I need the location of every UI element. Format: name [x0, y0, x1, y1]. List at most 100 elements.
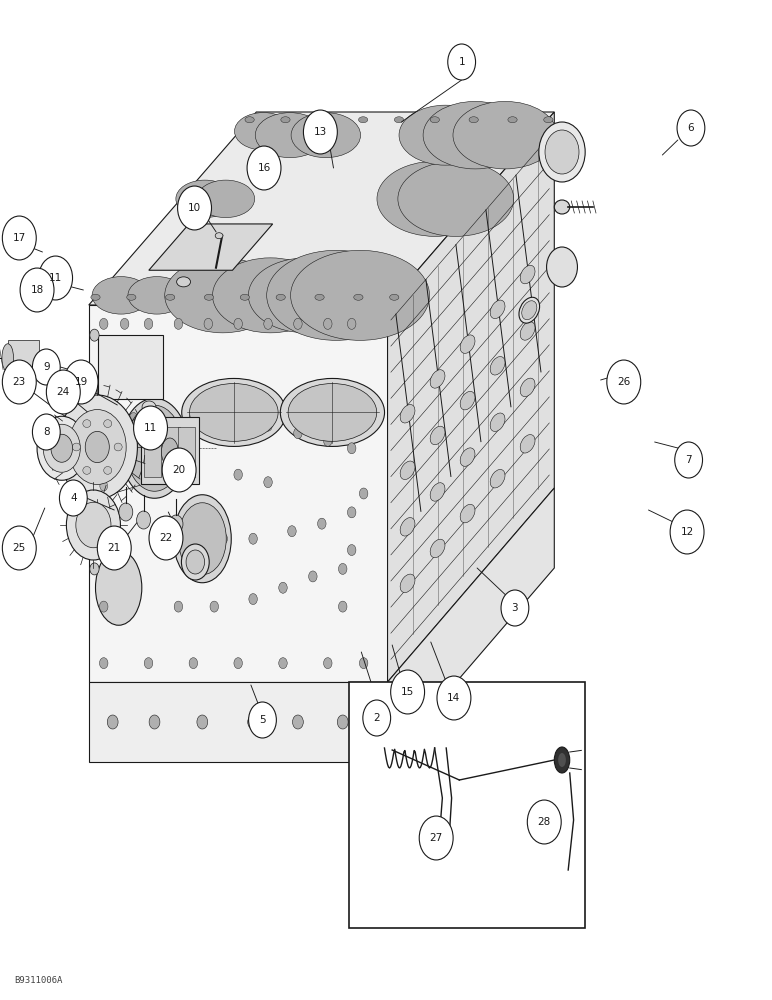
Ellipse shape — [347, 507, 356, 518]
Ellipse shape — [234, 469, 242, 480]
Ellipse shape — [215, 233, 223, 239]
Ellipse shape — [266, 250, 405, 340]
Ellipse shape — [281, 117, 290, 123]
Ellipse shape — [248, 715, 259, 729]
Ellipse shape — [120, 398, 188, 498]
Circle shape — [32, 414, 60, 450]
Ellipse shape — [197, 715, 208, 729]
Text: 18: 18 — [30, 285, 44, 295]
Ellipse shape — [323, 318, 332, 329]
Ellipse shape — [430, 370, 445, 388]
Ellipse shape — [100, 488, 108, 499]
Ellipse shape — [235, 113, 293, 150]
Ellipse shape — [280, 378, 384, 446]
Ellipse shape — [97, 478, 110, 494]
Ellipse shape — [554, 747, 570, 773]
Ellipse shape — [354, 294, 363, 300]
Ellipse shape — [399, 105, 492, 165]
Ellipse shape — [83, 467, 91, 474]
Ellipse shape — [83, 420, 91, 427]
Ellipse shape — [290, 250, 429, 340]
Ellipse shape — [360, 658, 368, 669]
Ellipse shape — [347, 545, 356, 556]
Ellipse shape — [288, 526, 296, 537]
Text: 24: 24 — [56, 387, 70, 397]
Circle shape — [134, 406, 168, 450]
Ellipse shape — [490, 413, 505, 431]
Ellipse shape — [128, 277, 186, 314]
Ellipse shape — [367, 715, 378, 729]
Text: 23: 23 — [12, 377, 26, 387]
Bar — [349, 682, 585, 928]
Ellipse shape — [264, 477, 273, 488]
Ellipse shape — [127, 294, 136, 300]
Text: 11: 11 — [144, 423, 157, 433]
Text: 16: 16 — [257, 163, 271, 173]
Bar — [144, 427, 161, 477]
Ellipse shape — [96, 550, 142, 625]
Text: 8: 8 — [43, 427, 49, 437]
Ellipse shape — [460, 391, 475, 410]
Ellipse shape — [358, 117, 367, 123]
Ellipse shape — [174, 601, 183, 612]
Text: 4: 4 — [70, 493, 76, 503]
Circle shape — [66, 490, 120, 560]
Circle shape — [181, 544, 209, 580]
Ellipse shape — [144, 318, 153, 329]
Text: 5: 5 — [259, 715, 266, 725]
Ellipse shape — [205, 294, 214, 300]
Ellipse shape — [234, 413, 242, 424]
Text: 13: 13 — [313, 127, 327, 137]
Ellipse shape — [394, 117, 404, 123]
Circle shape — [57, 395, 137, 499]
Circle shape — [186, 550, 205, 574]
Ellipse shape — [400, 574, 415, 593]
Text: 17: 17 — [12, 233, 26, 243]
Ellipse shape — [338, 563, 347, 574]
Ellipse shape — [276, 294, 286, 300]
Ellipse shape — [91, 294, 100, 300]
Ellipse shape — [107, 715, 118, 729]
Circle shape — [670, 510, 704, 554]
Ellipse shape — [90, 329, 99, 341]
Circle shape — [303, 110, 337, 154]
Ellipse shape — [190, 384, 278, 441]
Circle shape — [162, 448, 196, 492]
Ellipse shape — [149, 715, 160, 729]
Polygon shape — [98, 335, 164, 399]
Circle shape — [545, 130, 579, 174]
Ellipse shape — [490, 300, 505, 319]
Circle shape — [2, 526, 36, 570]
Ellipse shape — [197, 180, 255, 218]
Text: 6: 6 — [688, 123, 694, 133]
Ellipse shape — [178, 503, 226, 575]
Ellipse shape — [249, 258, 364, 333]
Text: B9311006A: B9311006A — [14, 976, 63, 985]
Circle shape — [32, 349, 60, 385]
Text: 20: 20 — [172, 465, 186, 475]
Ellipse shape — [293, 428, 302, 439]
Ellipse shape — [347, 443, 356, 454]
Ellipse shape — [177, 277, 191, 287]
Circle shape — [97, 526, 131, 570]
Ellipse shape — [174, 318, 183, 329]
Ellipse shape — [490, 469, 505, 488]
Ellipse shape — [2, 344, 14, 372]
Circle shape — [59, 480, 87, 516]
Circle shape — [69, 410, 126, 484]
Ellipse shape — [210, 601, 218, 612]
Ellipse shape — [212, 258, 328, 333]
Circle shape — [64, 360, 98, 404]
Polygon shape — [388, 488, 554, 762]
Circle shape — [547, 247, 577, 287]
Ellipse shape — [519, 297, 540, 323]
Circle shape — [607, 360, 641, 404]
Ellipse shape — [181, 378, 286, 446]
Ellipse shape — [522, 301, 537, 320]
Ellipse shape — [249, 533, 257, 544]
Ellipse shape — [234, 318, 242, 329]
Ellipse shape — [554, 200, 570, 214]
Polygon shape — [149, 224, 273, 270]
Ellipse shape — [240, 294, 249, 300]
Ellipse shape — [204, 318, 212, 329]
